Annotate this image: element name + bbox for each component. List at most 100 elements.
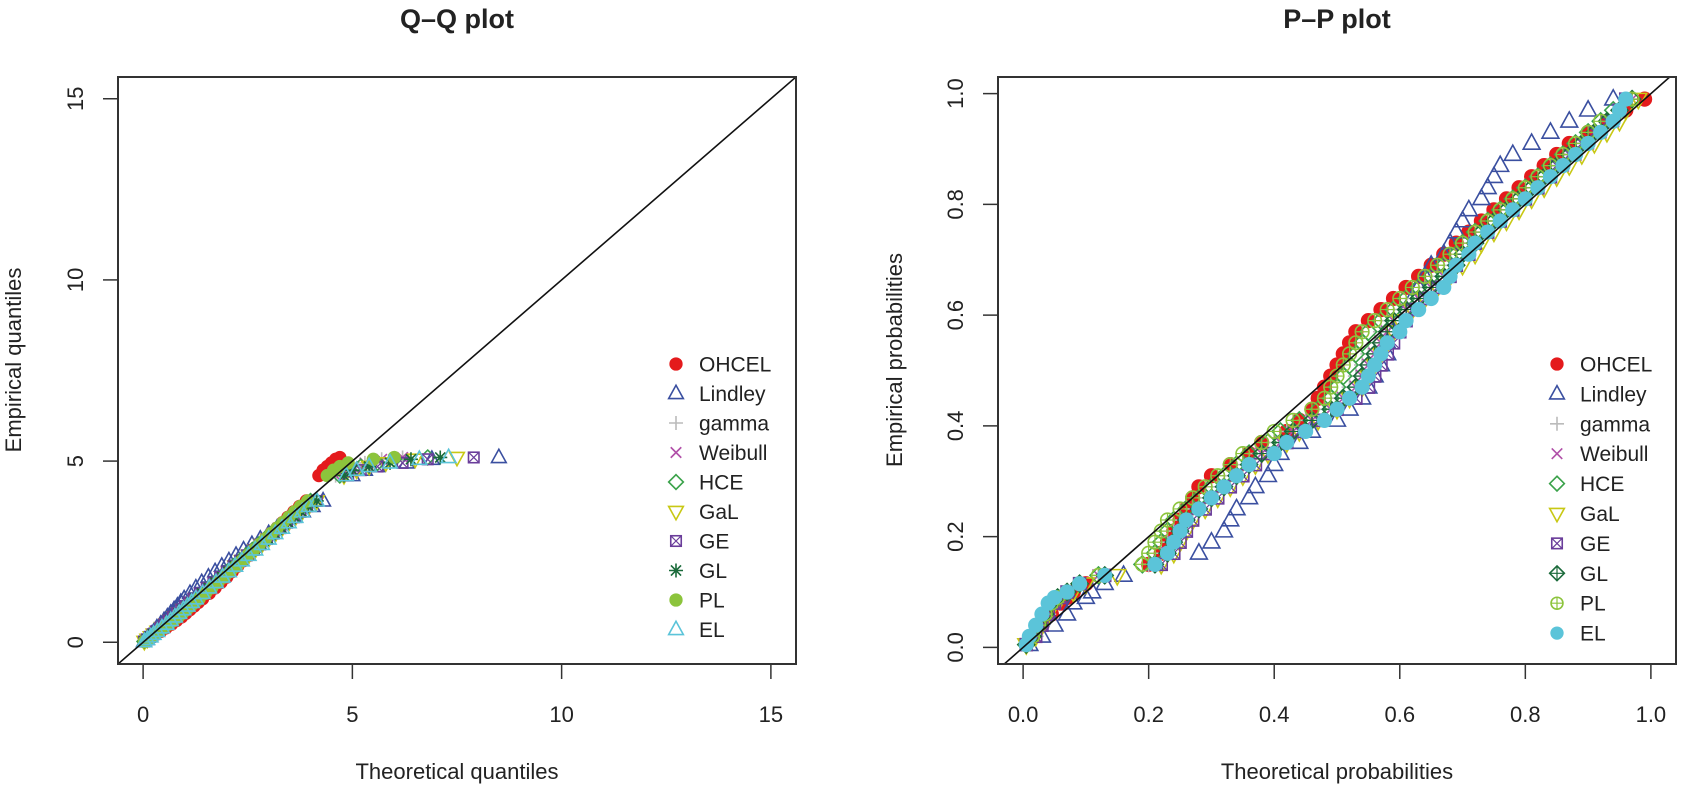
pp-point-lindley bbox=[1264, 453, 1284, 472]
qq-legend-item: OHCEL bbox=[669, 354, 771, 377]
qq-x-tick-label: 0 bbox=[137, 702, 149, 727]
pp-point-lindley bbox=[1220, 508, 1241, 527]
qq-point-el bbox=[360, 456, 378, 473]
pp-x-axis-label: Theoretical probabilities bbox=[1221, 759, 1453, 784]
pp-plot-panel: P–P plot Theoretical probabilities Empir… bbox=[882, 4, 1677, 784]
pp-point-el bbox=[1618, 91, 1634, 107]
pp-legend-label: Weibull bbox=[1580, 443, 1648, 466]
pp-legend-open-down-triangle-icon bbox=[1548, 507, 1566, 524]
qq-point-el bbox=[207, 572, 225, 589]
qq-point-el bbox=[220, 561, 238, 578]
qq-legend-label: EL bbox=[699, 619, 725, 642]
qq-point-el bbox=[439, 447, 458, 464]
qq-point-el bbox=[280, 512, 298, 529]
pp-point-lindley bbox=[1452, 209, 1473, 228]
qq-x-tick-label: 15 bbox=[759, 702, 783, 727]
pp-point-pl bbox=[1354, 324, 1370, 340]
pp-point-lindley bbox=[1521, 132, 1542, 151]
qq-reference-line bbox=[118, 77, 796, 664]
pp-point-el bbox=[1480, 224, 1496, 240]
qq-legend-label: gamma bbox=[699, 413, 769, 436]
pp-point-el bbox=[1530, 180, 1546, 196]
qq-series-el bbox=[135, 447, 458, 648]
pp-point-gal bbox=[1107, 568, 1128, 587]
qq-point-el bbox=[193, 583, 212, 600]
pp-y-tick-label: 1.0 bbox=[943, 78, 968, 109]
qq-point-el bbox=[273, 518, 291, 534]
pp-point-el bbox=[1611, 102, 1628, 118]
pp-legend-x-cross-icon bbox=[1551, 447, 1563, 460]
pp-legend-item: GaL bbox=[1548, 503, 1620, 526]
qq-point-el bbox=[308, 491, 326, 507]
pp-y-tick-label: 0.0 bbox=[943, 632, 968, 663]
pp-legend-plus-icon bbox=[1550, 416, 1564, 431]
pp-point-lindley bbox=[1339, 398, 1360, 416]
pp-point-lindley bbox=[1113, 564, 1134, 582]
qq-point-el bbox=[293, 501, 311, 518]
pp-point-pl bbox=[1429, 257, 1446, 273]
pp-legend-label: EL bbox=[1580, 623, 1606, 646]
pp-point-pl bbox=[1367, 313, 1383, 329]
pp-point-el bbox=[1072, 576, 1088, 592]
qq-point-el bbox=[300, 496, 318, 513]
pp-point-el bbox=[1517, 191, 1533, 207]
pp-reference-line bbox=[1003, 77, 1671, 664]
pp-point-pl bbox=[1392, 290, 1408, 307]
pp-point-el bbox=[1266, 445, 1282, 462]
pp-point-el bbox=[1467, 235, 1483, 251]
qq-legend-open-diamond-icon bbox=[667, 473, 685, 491]
qq-legend: OHCEL Lindley gamma Weibull HCE GaL GE GL PL EL bbox=[667, 354, 771, 642]
pp-point-el bbox=[1605, 113, 1621, 129]
qq-plot-frame bbox=[117, 76, 797, 665]
pp-x-tick-label: 0.6 bbox=[1384, 702, 1415, 727]
qq-y-axis-label: Empirical quantiles bbox=[1, 268, 26, 453]
pp-point-el bbox=[1298, 423, 1314, 440]
qq-legend-asterisk-icon bbox=[669, 563, 683, 578]
pp-point-el bbox=[1354, 379, 1370, 395]
pp-point-el bbox=[1360, 368, 1376, 384]
pp-point-el bbox=[1593, 124, 1609, 140]
qq-legend-label: GE bbox=[699, 531, 729, 554]
pp-point-lindley bbox=[1503, 143, 1523, 162]
pp-point-hce bbox=[1358, 322, 1378, 342]
pp-legend-item: OHCEL bbox=[1550, 354, 1652, 377]
pp-x-tick-labels: 0.0 0.2 0.4 0.6 0.8 1.0 bbox=[1008, 702, 1666, 727]
qq-y-tick-label: 0 bbox=[63, 636, 88, 648]
pp-point-el bbox=[1159, 545, 1176, 561]
qq-point-gl bbox=[309, 493, 324, 508]
qq-point-el bbox=[187, 588, 205, 605]
pp-x-tick-label: 0.0 bbox=[1008, 702, 1039, 727]
pp-point-pl bbox=[1417, 268, 1433, 284]
qq-legend-label: PL bbox=[699, 590, 725, 613]
pp-legend-label: gamma bbox=[1580, 413, 1650, 436]
pp-point-pl bbox=[1304, 401, 1320, 417]
pp-point-el bbox=[1178, 512, 1194, 528]
pp-point-lindley bbox=[1289, 431, 1310, 450]
pp-point-el bbox=[1555, 158, 1571, 174]
qq-point-el bbox=[410, 449, 429, 466]
qq-legend-label: HCE bbox=[699, 472, 743, 495]
pp-legend-open-diamond-icon bbox=[1548, 475, 1566, 493]
pp-point-lindley bbox=[1433, 243, 1454, 261]
qq-legend-label: Weibull bbox=[699, 442, 767, 465]
qq-legend-item: GaL bbox=[667, 501, 739, 524]
pp-point-el bbox=[1398, 313, 1414, 329]
pp-legend-item: EL bbox=[1550, 623, 1606, 646]
pp-point-el bbox=[1059, 584, 1075, 600]
pp-legend-item: HCE bbox=[1548, 473, 1624, 496]
pp-legend-item: Lindley bbox=[1548, 383, 1647, 406]
qq-y-tick-labels: 0 5 10 15 bbox=[63, 86, 88, 648]
pp-point-el bbox=[1423, 290, 1439, 307]
qq-legend-label: Lindley bbox=[699, 383, 766, 406]
pp-point-lindley bbox=[1327, 409, 1347, 427]
pp-y-tick-label: 0.2 bbox=[943, 521, 968, 552]
qq-legend-item: GL bbox=[669, 560, 727, 583]
pp-point-el bbox=[1505, 202, 1521, 218]
qq-legend-square-x-icon bbox=[669, 534, 683, 548]
pp-point-el bbox=[1442, 268, 1458, 284]
pp-point-el bbox=[1228, 468, 1245, 484]
pp-point-lindley bbox=[1214, 520, 1234, 538]
pp-point-el bbox=[1411, 301, 1427, 318]
pp-point-lindley bbox=[1239, 486, 1259, 505]
pp-x-tick-label: 0.8 bbox=[1510, 702, 1541, 727]
